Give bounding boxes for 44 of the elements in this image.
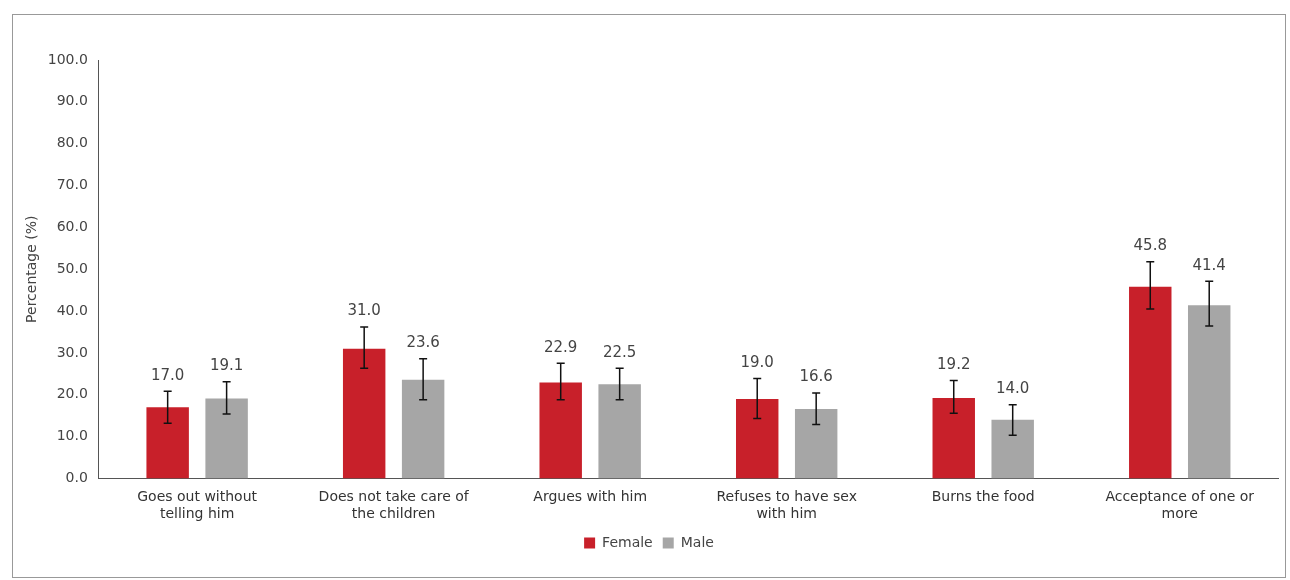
data-label: 19.1 <box>209 356 244 375</box>
bar <box>1187 305 1231 479</box>
y-tick-label: 80.0 <box>56 134 88 151</box>
y-tick-label: 40.0 <box>56 301 88 318</box>
y-tick-label: 20.0 <box>56 385 88 402</box>
data-label: 45.8 <box>1133 236 1167 255</box>
y-axis-title: Percentage (%) <box>23 215 40 323</box>
x-tick-label: Argues with him <box>533 488 648 505</box>
y-tick-label: 70.0 <box>56 176 88 193</box>
data-label: 19.0 <box>740 352 774 371</box>
bar <box>991 419 1034 479</box>
x-tick-label: Acceptance of one or more <box>1105 488 1255 522</box>
bar <box>932 398 975 479</box>
y-tick-label: 10.0 <box>56 427 88 444</box>
bar <box>794 408 838 479</box>
bar <box>401 379 445 479</box>
data-label: 19.2 <box>937 354 971 373</box>
bar <box>342 348 386 479</box>
y-tick-label: 30.0 <box>56 343 88 360</box>
bar <box>598 384 641 479</box>
bar <box>146 407 189 479</box>
bar <box>1129 286 1172 479</box>
data-label: 16.6 <box>799 367 833 386</box>
legend-label: Female <box>602 533 653 550</box>
y-tick-label: 90.0 <box>56 92 88 109</box>
data-label: 14.0 <box>995 379 1030 398</box>
x-tick-label: Burns the food <box>931 488 1035 505</box>
data-label: 22.5 <box>602 342 637 361</box>
x-tick-label: Refuses to have sex with him <box>716 488 857 522</box>
data-label: 41.4 <box>1192 255 1226 274</box>
data-label: 31.0 <box>347 301 381 320</box>
bar <box>205 398 248 479</box>
y-tick-label: 100.0 <box>47 50 88 67</box>
data-label: 17.0 <box>150 365 185 384</box>
x-tick-label: Goes out without telling him <box>137 488 258 522</box>
y-tick-label: 60.0 <box>56 218 88 234</box>
data-label: 23.6 <box>406 333 440 352</box>
y-tick-label: 0.0 <box>65 469 88 486</box>
bar <box>539 382 582 479</box>
y-tick-label: 50.0 <box>56 259 88 276</box>
x-tick-label: Does not take care of the children <box>318 488 470 522</box>
data-label: 22.9 <box>544 337 578 356</box>
bar <box>736 398 779 479</box>
legend-label: Male <box>680 533 714 550</box>
